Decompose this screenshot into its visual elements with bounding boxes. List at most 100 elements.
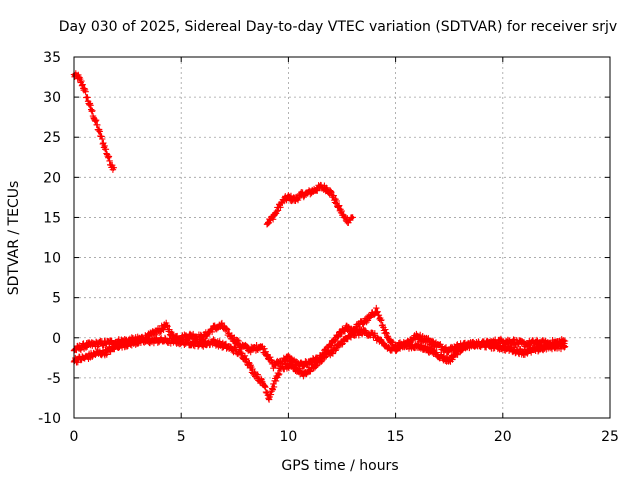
- data-point: [533, 348, 537, 352]
- data-point: [308, 360, 312, 364]
- data-point: [351, 328, 355, 332]
- data-point: [522, 342, 526, 346]
- data-point: [342, 215, 346, 220]
- data-point: [312, 188, 316, 192]
- data-point: [308, 368, 312, 372]
- y-axis-title: SDTVAR / TECUs: [6, 181, 22, 296]
- data-point: [432, 350, 436, 354]
- y-tick-label: 30: [43, 90, 61, 106]
- data-point: [346, 219, 351, 223]
- data-point: [104, 350, 108, 354]
- data-point: [359, 321, 363, 325]
- data-point: [436, 344, 441, 348]
- data-point: [374, 308, 378, 312]
- data-point: [306, 191, 310, 195]
- data-point: [563, 339, 567, 343]
- data-point: [83, 356, 87, 360]
- data-point: [106, 155, 110, 159]
- data-point: [273, 211, 278, 216]
- data-point: [258, 344, 263, 348]
- data-point: [80, 83, 85, 87]
- data-point: [351, 215, 355, 220]
- data-point: [297, 364, 301, 368]
- y-tick-label: 20: [43, 170, 61, 186]
- x-tick-label: 10: [279, 429, 297, 445]
- data-point: [563, 345, 567, 349]
- data-point: [318, 185, 323, 189]
- data-point: [265, 352, 269, 356]
- x-tick-label: 5: [177, 429, 186, 445]
- grid-lines: [74, 57, 610, 418]
- data-point: [340, 340, 344, 344]
- data-point: [381, 324, 385, 328]
- data-point: [112, 166, 116, 170]
- data-point: [511, 340, 516, 344]
- y-tick-label: 5: [52, 291, 61, 307]
- data-point: [102, 143, 106, 147]
- data-point: [85, 95, 89, 99]
- data-points: [70, 70, 569, 403]
- data-point: [389, 348, 393, 352]
- data-point: [201, 336, 205, 340]
- data-point: [346, 336, 351, 340]
- series-descending-early: [70, 70, 117, 173]
- data-point: [115, 344, 119, 348]
- data-point: [164, 324, 168, 328]
- series-mid-day-hump: [263, 181, 356, 228]
- data-point: [325, 186, 329, 191]
- y-tick-label: 15: [43, 210, 61, 226]
- data-point: [293, 366, 297, 370]
- data-point: [533, 340, 537, 345]
- data-point: [190, 333, 194, 337]
- data-point: [333, 199, 338, 203]
- data-point: [263, 384, 267, 388]
- data-point: [282, 198, 286, 202]
- data-point: [353, 332, 357, 336]
- data-point: [447, 348, 451, 352]
- data-point: [233, 348, 237, 352]
- data-point: [329, 191, 333, 195]
- data-point: [98, 131, 102, 135]
- data-point: [278, 368, 282, 372]
- data-point: [256, 376, 260, 380]
- data-point: [250, 348, 254, 352]
- x-tick-label: 0: [70, 429, 79, 445]
- data-point: [475, 342, 479, 346]
- data-point: [372, 333, 376, 337]
- data-point: [220, 324, 224, 328]
- data-point: [501, 339, 505, 343]
- y-tick-label: 0: [52, 331, 61, 347]
- data-point: [381, 342, 385, 346]
- data-point: [293, 198, 297, 202]
- data-point: [426, 338, 430, 342]
- y-tick-label: 25: [43, 130, 61, 146]
- data-point: [421, 345, 426, 350]
- data-point: [411, 344, 415, 348]
- y-tick-label: 35: [43, 50, 61, 66]
- x-ticks: 0 5 10 15 20 25: [70, 57, 619, 445]
- data-point: [239, 344, 243, 348]
- data-point: [250, 368, 254, 372]
- data-point: [286, 356, 290, 360]
- data-point: [243, 356, 248, 360]
- data-point: [325, 352, 329, 356]
- data-point: [301, 372, 306, 376]
- y-tick-label: -10: [38, 411, 61, 427]
- data-point: [344, 326, 348, 330]
- data-point: [211, 326, 215, 330]
- data-point: [222, 344, 226, 348]
- data-point: [83, 344, 87, 348]
- data-point: [511, 348, 516, 352]
- data-point: [158, 328, 162, 332]
- data-point: [454, 352, 458, 356]
- data-point: [338, 332, 342, 336]
- data-point: [278, 360, 282, 364]
- data-point: [269, 217, 273, 221]
- data-point: [447, 358, 451, 362]
- data-point: [76, 75, 80, 79]
- y-ticks: -10 -5 0 5 10 15 20 25 30 35: [38, 50, 610, 427]
- data-point: [265, 221, 269, 225]
- data-point: [554, 344, 559, 348]
- y-tick-label: 10: [43, 251, 61, 267]
- data-point: [501, 345, 505, 350]
